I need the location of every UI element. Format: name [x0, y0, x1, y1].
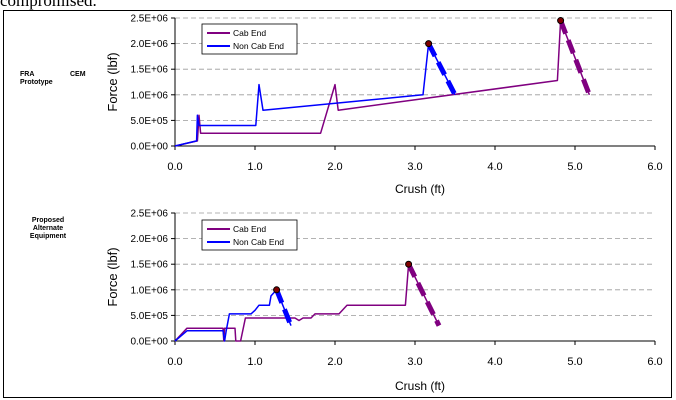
x-tick-label: 2.0: [327, 356, 342, 368]
row-label-cem: CEM: [70, 71, 86, 78]
series-line-non-cab-end: [174, 42, 456, 147]
series-line-cab-end: [174, 19, 591, 147]
x-tick-label: 6.0: [647, 356, 662, 368]
legend-label: Cab End: [233, 28, 266, 38]
dashed-segment: [426, 42, 458, 96]
y-tick-label: 2.0E+06: [130, 234, 168, 245]
dashed-segment: [274, 288, 294, 327]
x-tick-label: 2.0: [327, 161, 342, 173]
peak-marker: [557, 17, 565, 25]
x-tick-label: 3.0: [407, 356, 422, 368]
y-tick-label: 5.0E+05: [130, 116, 168, 127]
row-label-proposed: Proposed: [31, 217, 65, 224]
x-tick-label: 4.0: [487, 161, 502, 173]
figure-frame: [3, 10, 672, 398]
y-axis-label: Force (lbf): [105, 52, 120, 111]
y-tick-label: 2.5E+06: [130, 14, 168, 25]
caption-text: compromised.: [0, 0, 97, 10]
legend-box: [201, 23, 298, 55]
peak-marker: [273, 286, 281, 294]
x-tick-label: 4.0: [487, 356, 502, 368]
row-label-alternate: Alternate: [32, 225, 64, 232]
chart-2: 0.0E+00 5.0E+05 1.0E+06 1.5E+06 2.0E+06 2.5E+…: [105, 209, 663, 394]
y-tick-label: 1.5E+06: [130, 260, 168, 271]
y-tick-label: 2.5E+06: [130, 209, 168, 220]
row-label-prototype: Prototype: [20, 79, 53, 86]
y-tick-label: 1.5E+06: [130, 65, 168, 76]
x-tick-label: 5.0: [567, 161, 582, 173]
x-axis-label: Crush (ft): [395, 182, 445, 196]
x-tick-label: 3.0: [407, 161, 422, 173]
series-line-cab-end: [174, 263, 440, 342]
y-tick-label: 5.0E+05: [130, 311, 168, 322]
legend-label: Cab End: [233, 224, 266, 234]
y-tick-label: 0.0E+00: [130, 337, 168, 348]
x-axis-label: Crush (ft): [395, 379, 445, 393]
x-tick-label: 6.0: [647, 161, 662, 173]
peak-marker: [405, 260, 413, 268]
y-tick-label: 1.0E+06: [130, 90, 168, 101]
row-label-fra: FRA: [20, 71, 35, 78]
dashed-segment: [558, 19, 592, 96]
x-tick-label: 0.0: [167, 356, 182, 368]
x-tick-label: 1.0: [247, 161, 262, 173]
legend-label: Non Cab End: [233, 41, 284, 51]
y-tick-label: 2.0E+06: [130, 39, 168, 50]
legend-label: Non Cab End: [233, 237, 284, 247]
y-axis-label: Force (lbf): [105, 247, 120, 306]
y-tick-label: 1.0E+06: [130, 285, 168, 296]
legend-box: [201, 219, 298, 251]
dashed-segment: [406, 263, 442, 327]
series-line-non-cab-end: [174, 289, 292, 342]
row-label-equipment: Equipment: [29, 233, 67, 240]
peak-marker: [425, 40, 433, 48]
x-tick-label: 0.0: [167, 161, 182, 173]
y-tick-label: 0.0E+00: [130, 142, 168, 153]
x-tick-label: 5.0: [567, 356, 582, 368]
chart-1: 0.0E+00 5.0E+05 1.0E+06 1.5E+06 2.0E+06 2.5E+…: [105, 14, 663, 197]
x-tick-label: 1.0: [247, 356, 262, 368]
